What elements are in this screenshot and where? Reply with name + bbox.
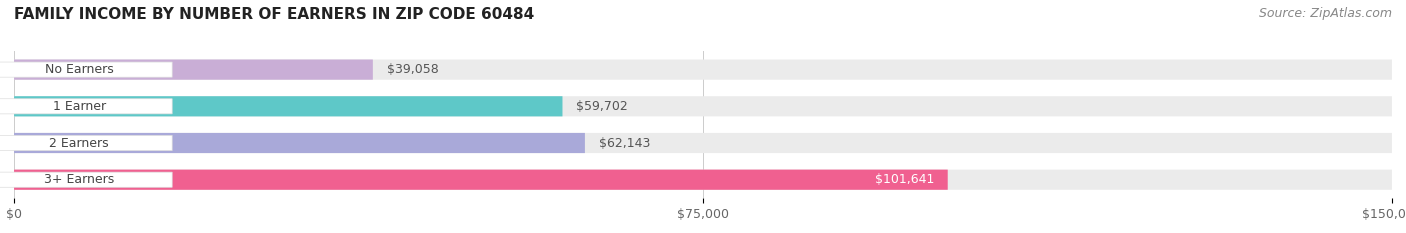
- Text: FAMILY INCOME BY NUMBER OF EARNERS IN ZIP CODE 60484: FAMILY INCOME BY NUMBER OF EARNERS IN ZI…: [14, 7, 534, 22]
- FancyBboxPatch shape: [14, 133, 585, 153]
- Text: No Earners: No Earners: [45, 63, 114, 76]
- FancyBboxPatch shape: [14, 96, 562, 116]
- Text: $39,058: $39,058: [387, 63, 439, 76]
- FancyBboxPatch shape: [0, 99, 172, 114]
- FancyBboxPatch shape: [14, 96, 1392, 116]
- FancyBboxPatch shape: [14, 170, 948, 190]
- FancyBboxPatch shape: [0, 62, 172, 77]
- FancyBboxPatch shape: [14, 59, 1392, 80]
- FancyBboxPatch shape: [14, 133, 1392, 153]
- Text: $62,143: $62,143: [599, 137, 650, 150]
- Text: Source: ZipAtlas.com: Source: ZipAtlas.com: [1258, 7, 1392, 20]
- Text: 2 Earners: 2 Earners: [49, 137, 110, 150]
- Text: $59,702: $59,702: [576, 100, 628, 113]
- FancyBboxPatch shape: [14, 59, 373, 80]
- FancyBboxPatch shape: [0, 172, 172, 187]
- Text: 1 Earner: 1 Earner: [52, 100, 105, 113]
- Text: $101,641: $101,641: [875, 173, 934, 186]
- FancyBboxPatch shape: [14, 170, 1392, 190]
- FancyBboxPatch shape: [0, 135, 172, 151]
- Text: 3+ Earners: 3+ Earners: [44, 173, 114, 186]
